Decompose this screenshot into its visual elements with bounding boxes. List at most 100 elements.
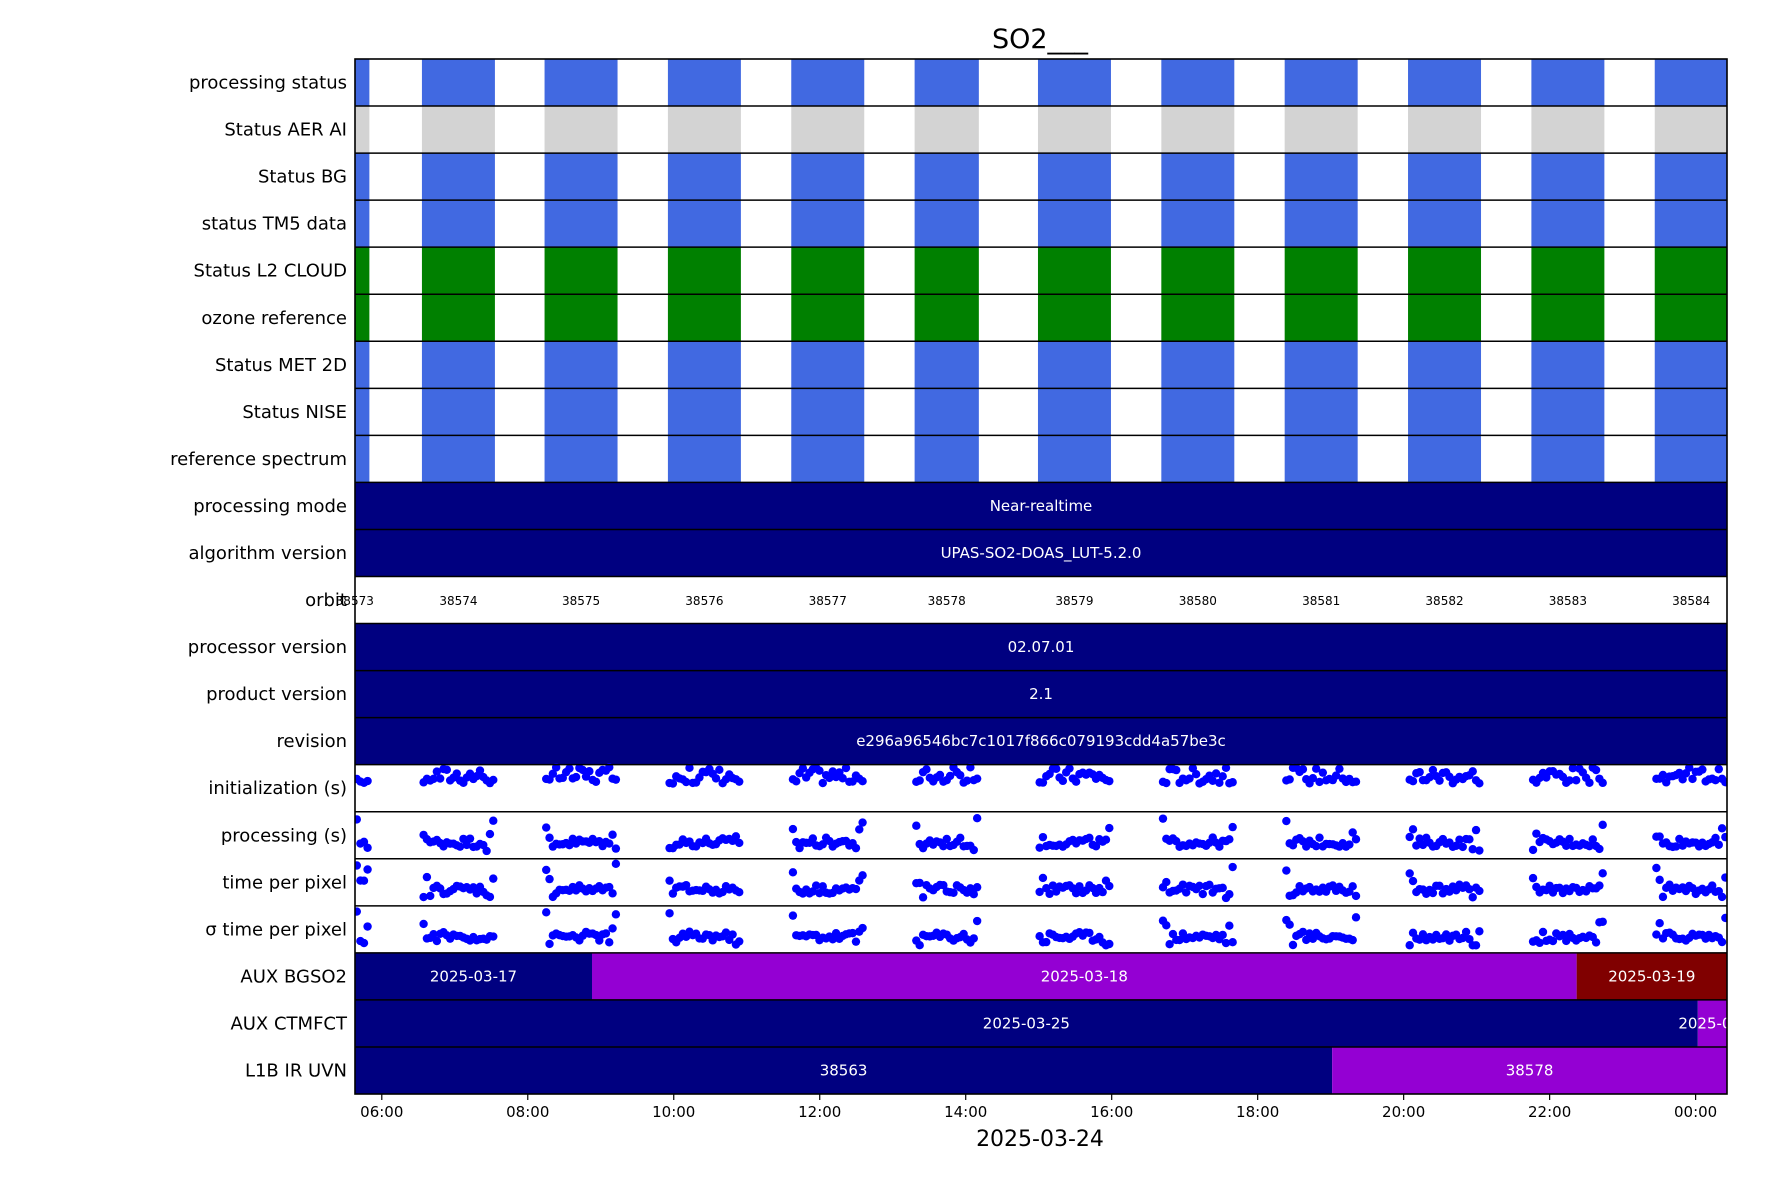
scatter-point-processing-s-5-8 — [939, 842, 948, 851]
scatter-point-time-per-pixel-3-21 — [735, 887, 744, 897]
row-label-status-tm5-data: status TM5 data — [202, 214, 347, 235]
aux-label-l1b-ir-uvn-0: 38563 — [820, 1061, 868, 1079]
status-bar-reference-spectrum-1 — [421, 435, 495, 483]
scatter-point-time-per-pixel-2-21 — [611, 859, 621, 869]
scatter-point-time-per-pixel-11-1 — [1655, 918, 1664, 928]
status-bar-status-tm5-data-11 — [1654, 200, 1727, 248]
scatter-point-time-per-pixel-2-18 — [601, 929, 611, 938]
scatter-point-time-per-pixel-7-12 — [1198, 889, 1207, 899]
scatter-point-initialization-s-11-14 — [1698, 765, 1707, 774]
scatter-point-initialization-s-11-11 — [1688, 774, 1697, 784]
scatter-point-initialization-s-2-9 — [571, 772, 581, 782]
row-label-l1b-ir-uvn: L1B IR UVN — [245, 1060, 347, 1081]
scatter-point-time-per-pixel-4-0 — [788, 868, 798, 877]
status-bar-status-nise-5 — [914, 388, 979, 436]
scatter-point-initialization-s-7-18 — [1218, 772, 1227, 781]
status-bar-reference-spectrum-11 — [1654, 435, 1727, 483]
scatter-point-processing-s-9-18 — [1465, 835, 1474, 844]
status-bar-reference-spectrum-0 — [355, 435, 370, 483]
status-bar-status-tm5-data-3 — [667, 200, 741, 248]
scatter-point-processing-s-11-7 — [1675, 834, 1684, 844]
x-tick-label-4: 14:00 — [944, 1103, 987, 1121]
scatter-point-processing-s-7-0 — [1158, 814, 1168, 823]
aux-segment-aux-ctmfct-0 — [355, 999, 1698, 1047]
scatter-point-processing-s-2-0 — [542, 823, 551, 832]
status-bar-processing-status-7 — [1161, 59, 1235, 107]
status-bar-processing-status-8 — [1284, 59, 1358, 107]
scatter-point-initialization-s-11-21 — [1721, 777, 1727, 787]
scatter-point-initialization-s-10-19 — [1591, 765, 1601, 775]
scatter-point-processing-s-10-17 — [1585, 841, 1594, 851]
row-label-product-version: product version — [206, 684, 347, 705]
scatter-point-time-per-pixel-4-0 — [788, 911, 798, 920]
scatter-point-processing-s-8-21 — [1351, 835, 1361, 844]
status-bar-reference-spectrum-8 — [1284, 435, 1358, 483]
row-label-status-aer-ai: Status AER AI — [224, 120, 347, 141]
orbit-label-38576: 38576 — [685, 594, 723, 608]
status-bar-status-l2-cloud-10 — [1531, 247, 1605, 295]
status-bar-processing-status-10 — [1531, 59, 1605, 107]
scatter-point-time-per-pixel-10-3 — [1538, 927, 1548, 937]
scatter-point-processing-s-1-14 — [465, 834, 475, 843]
status-bar-status-met-2d-1 — [421, 341, 495, 389]
scatter-point-initialization-s-5-18 — [972, 774, 982, 783]
aux-label-l1b-ir-uvn-1: 38578 — [1506, 1061, 1554, 1079]
scatter-point-time-per-pixel-2-1 — [545, 939, 554, 949]
scatter-point-processing-s-5-0 — [912, 821, 921, 830]
scatter-point-time-per-pixel-5-18 — [972, 916, 982, 926]
scatter-point-time-per-pixel-9-11 — [1441, 930, 1451, 939]
chart-title: SO2___ — [992, 24, 1089, 55]
status-bar-status-met-2d-2 — [544, 341, 618, 389]
scatter-point-time-per-pixel-10-19 — [1591, 938, 1601, 947]
row-label-status-nise: Status NISE — [242, 402, 347, 423]
scatter-point-time-per-pixel-1-16 — [472, 889, 481, 898]
row-label-aux-bgso2: AUX BGSO2 — [240, 966, 347, 987]
status-bar-status-bg-8 — [1284, 153, 1358, 201]
scatter-point-time-per-pixel-0-0 — [355, 861, 361, 870]
scatter-point-initialization-s-9-21 — [1475, 779, 1484, 788]
scatter-point-time-per-pixel-2-0 — [542, 865, 551, 875]
status-bar-status-l2-cloud-7 — [1161, 247, 1235, 295]
scatter-point-time-per-pixel-6-1 — [1038, 873, 1048, 883]
scatter-point-processing-s-11-18 — [1711, 833, 1720, 843]
status-bar-ozone-reference-8 — [1284, 294, 1358, 342]
scatter-point-initialization-s-2-13 — [585, 767, 594, 776]
scatter-point-initialization-s-10-17 — [1585, 778, 1594, 787]
band-revision — [355, 717, 1727, 765]
band-label-processor-version: 02.07.01 — [1008, 638, 1075, 656]
scatter-point-initialization-s-4-11 — [825, 773, 834, 783]
row-labels: processing status Status AER AI Status BG s… — [170, 73, 1710, 1082]
scatter-point-time-per-pixel-7-1 — [1162, 921, 1171, 930]
scatter-point-processing-s-8-0 — [1282, 816, 1291, 826]
orbit-label-38582: 38582 — [1425, 594, 1463, 608]
scatter-point-processing-s-9-15 — [1455, 835, 1464, 844]
scatter-point-time-per-pixel-4-7 — [811, 881, 821, 890]
scatter-point-processing-s-4-6 — [808, 834, 818, 843]
scatter-point-time-per-pixel-0-0 — [355, 907, 361, 916]
band-label-revision: e296a96546bc7c1017f866c079193cdd4a57be3c — [856, 732, 1226, 750]
status-bar-status-tm5-data-6 — [1037, 200, 1111, 248]
aux-segment-aux-ctmfct-1 — [1697, 999, 1727, 1047]
scatter-point-time-per-pixel-4-9 — [818, 882, 827, 891]
status-bar-status-tm5-data-9 — [1408, 200, 1482, 248]
scatter-point-initialization-s-7-1 — [1162, 778, 1171, 788]
status-bar-status-tm5-data-5 — [914, 200, 979, 248]
status-bar-status-nise-3 — [667, 388, 741, 436]
row-label-processor-version: processor version — [188, 637, 347, 658]
scatter-point-time-per-pixel-6-2 — [1042, 937, 1051, 947]
scatter-point-initialization-s-3-21 — [735, 777, 744, 786]
scatter-point-initialization-s-6-1 — [1038, 778, 1048, 787]
scatter-point-initialization-s-11-10 — [1685, 763, 1694, 772]
scatter-point-initialization-s-8-11 — [1318, 768, 1328, 777]
scatter-point-time-per-pixel-7-7 — [1182, 888, 1191, 897]
status-bar-status-bg-10 — [1531, 153, 1605, 201]
scatter-point-initialization-s-8-5 — [1298, 765, 1308, 774]
status-bar-reference-spectrum-10 — [1531, 435, 1605, 483]
status-bar-status-aer-ai-5 — [914, 106, 979, 154]
scatter-point-processing-s-7-20 — [1225, 835, 1234, 844]
status-bar-status-aer-ai-11 — [1654, 106, 1727, 154]
scatter-point-initialization-s-8-15 — [1331, 771, 1341, 780]
scatter-point-time-per-pixel-0-3 — [363, 865, 372, 874]
scatter-point-time-per-pixel-9-7 — [1428, 888, 1438, 898]
